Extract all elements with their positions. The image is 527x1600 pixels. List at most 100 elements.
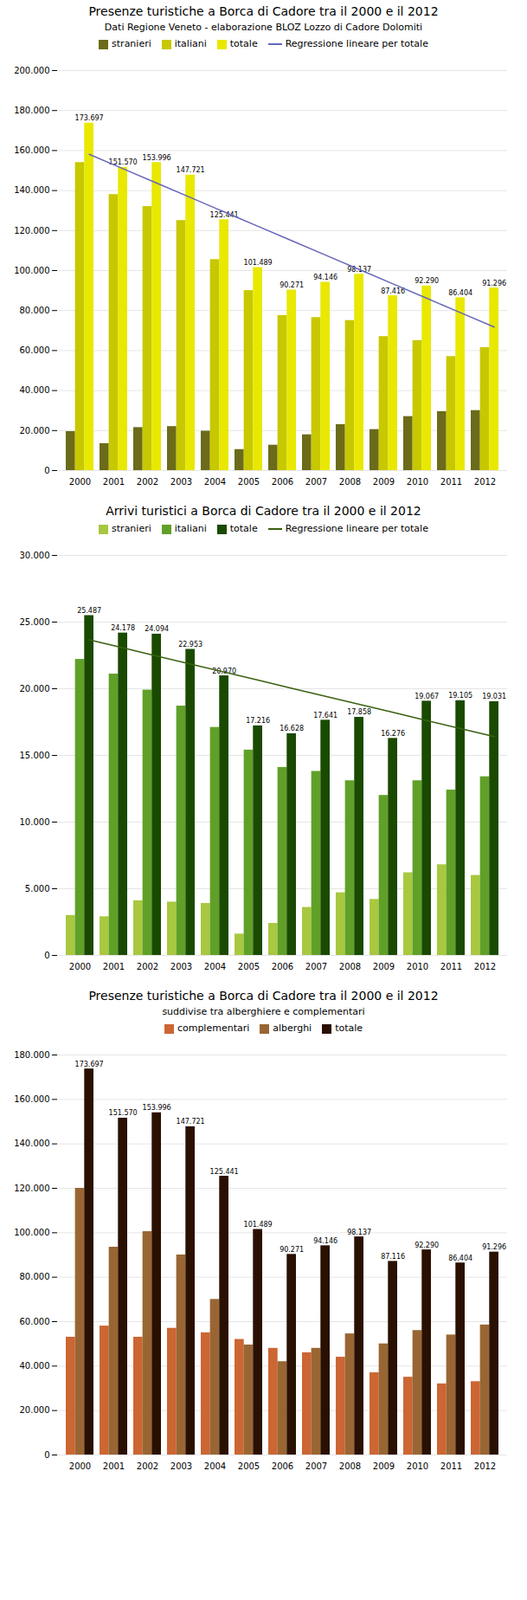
svg-text:100.000: 100.000: [13, 1227, 50, 1237]
svg-text:90.271: 90.271: [279, 281, 304, 290]
svg-text:22.953: 22.953: [178, 640, 203, 649]
svg-text:5.000: 5.000: [25, 883, 51, 894]
svg-text:2008: 2008: [339, 1460, 361, 1471]
svg-text:160.000: 160.000: [13, 1093, 50, 1104]
svg-text:2003: 2003: [170, 476, 193, 487]
svg-text:86.404: 86.404: [448, 289, 473, 297]
svg-text:2003: 2003: [170, 1460, 193, 1471]
svg-text:140.000: 140.000: [13, 1137, 50, 1148]
svg-text:2008: 2008: [339, 476, 361, 487]
svg-text:2002: 2002: [136, 1460, 159, 1471]
svg-text:2000: 2000: [69, 961, 91, 971]
svg-text:153.996: 153.996: [142, 1103, 172, 1112]
svg-text:2006: 2006: [271, 476, 294, 487]
svg-text:19.105: 19.105: [448, 691, 473, 700]
svg-text:2002: 2002: [136, 476, 159, 487]
svg-text:2010: 2010: [406, 1460, 429, 1471]
svg-text:20.000: 20.000: [19, 683, 51, 694]
svg-text:2012: 2012: [474, 961, 496, 971]
svg-text:2007: 2007: [305, 1460, 328, 1471]
svg-text:180.000: 180.000: [13, 1049, 50, 1060]
svg-text:20.000: 20.000: [19, 425, 51, 436]
svg-text:125.441: 125.441: [210, 1167, 239, 1176]
svg-text:200.000: 200.000: [13, 65, 50, 76]
svg-text:101.489: 101.489: [244, 1220, 273, 1228]
svg-text:153.996: 153.996: [142, 154, 172, 162]
svg-text:0: 0: [44, 465, 50, 476]
svg-text:2011: 2011: [440, 961, 463, 971]
svg-text:40.000: 40.000: [19, 385, 51, 395]
svg-text:25.000: 25.000: [19, 616, 51, 627]
svg-text:2004: 2004: [204, 961, 226, 971]
svg-text:87.116: 87.116: [380, 1252, 405, 1260]
svg-text:151.570: 151.570: [109, 1108, 138, 1117]
svg-text:25.487: 25.487: [77, 606, 102, 615]
svg-text:80.000: 80.000: [19, 305, 51, 315]
svg-text:120.000: 120.000: [13, 1182, 50, 1193]
svg-text:2005: 2005: [237, 476, 260, 487]
svg-text:91.296: 91.296: [482, 279, 507, 288]
svg-text:2005: 2005: [237, 961, 260, 971]
svg-text:16.276: 16.276: [380, 729, 405, 738]
svg-text:16.628: 16.628: [279, 724, 304, 733]
svg-text:2000: 2000: [69, 476, 91, 487]
svg-text:80.000: 80.000: [19, 1271, 51, 1281]
svg-text:2008: 2008: [339, 961, 361, 971]
svg-text:17.216: 17.216: [245, 716, 270, 725]
svg-text:92.290: 92.290: [414, 1240, 439, 1249]
svg-text:160.000: 160.000: [13, 145, 50, 155]
svg-text:2012: 2012: [474, 476, 496, 487]
svg-text:147.721: 147.721: [176, 166, 206, 174]
svg-text:92.290: 92.290: [414, 276, 439, 285]
svg-text:19.031: 19.031: [482, 692, 507, 701]
svg-text:60.000: 60.000: [19, 1316, 51, 1326]
svg-text:17.858: 17.858: [347, 707, 372, 716]
svg-text:100.000: 100.000: [13, 265, 50, 276]
svg-text:173.697: 173.697: [75, 1060, 104, 1068]
svg-text:20.000: 20.000: [19, 1404, 51, 1414]
svg-text:147.721: 147.721: [176, 1117, 206, 1125]
svg-text:2003: 2003: [170, 961, 193, 971]
svg-text:101.489: 101.489: [244, 258, 273, 267]
svg-text:120.000: 120.000: [13, 225, 50, 236]
svg-text:2010: 2010: [406, 961, 429, 971]
svg-text:2000: 2000: [69, 1460, 91, 1471]
svg-text:2006: 2006: [271, 961, 294, 971]
svg-text:0: 0: [44, 950, 50, 960]
svg-text:2011: 2011: [440, 476, 463, 487]
svg-text:2011: 2011: [440, 1460, 463, 1471]
svg-text:91.296: 91.296: [482, 1242, 507, 1251]
svg-text:2002: 2002: [136, 961, 159, 971]
svg-text:90.271: 90.271: [279, 1245, 304, 1254]
svg-text:24.094: 24.094: [144, 624, 169, 633]
svg-text:86.404: 86.404: [448, 1253, 473, 1262]
svg-text:2004: 2004: [204, 1460, 226, 1471]
svg-text:151.570: 151.570: [109, 158, 138, 167]
svg-text:180.000: 180.000: [13, 105, 50, 116]
svg-text:2012: 2012: [474, 1460, 496, 1471]
svg-text:2010: 2010: [406, 476, 429, 487]
svg-text:173.697: 173.697: [75, 114, 104, 123]
svg-text:2006: 2006: [271, 1460, 294, 1471]
svg-text:2004: 2004: [204, 476, 226, 487]
svg-text:2001: 2001: [102, 961, 125, 971]
svg-text:2007: 2007: [305, 476, 328, 487]
svg-text:0: 0: [44, 1449, 50, 1459]
svg-text:2009: 2009: [372, 476, 395, 487]
svg-text:2009: 2009: [372, 961, 395, 971]
svg-text:2001: 2001: [102, 476, 125, 487]
svg-text:98.137: 98.137: [347, 1227, 372, 1236]
svg-text:2001: 2001: [102, 1460, 125, 1471]
svg-text:10.000: 10.000: [19, 816, 51, 827]
svg-text:94.146: 94.146: [313, 1236, 338, 1245]
svg-text:2005: 2005: [237, 1460, 260, 1471]
svg-text:140.000: 140.000: [13, 185, 50, 195]
svg-text:40.000: 40.000: [19, 1360, 51, 1370]
svg-text:19.067: 19.067: [414, 692, 439, 701]
svg-text:94.146: 94.146: [313, 273, 338, 282]
svg-text:30.000: 30.000: [19, 550, 51, 560]
svg-text:2007: 2007: [305, 961, 328, 971]
svg-text:2009: 2009: [372, 1460, 395, 1471]
svg-text:15.000: 15.000: [19, 750, 51, 760]
svg-text:17.641: 17.641: [313, 711, 338, 720]
